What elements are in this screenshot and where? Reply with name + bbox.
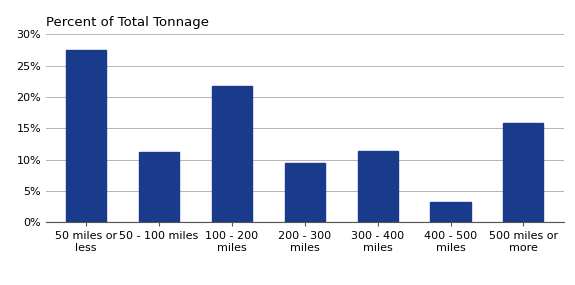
- Bar: [212, 86, 252, 222]
- Bar: [503, 123, 543, 222]
- Bar: [285, 163, 325, 222]
- Bar: [431, 201, 470, 222]
- Text: Percent of Total Tonnage: Percent of Total Tonnage: [46, 16, 209, 29]
- Bar: [358, 151, 398, 222]
- Bar: [66, 50, 106, 222]
- Bar: [139, 152, 179, 222]
